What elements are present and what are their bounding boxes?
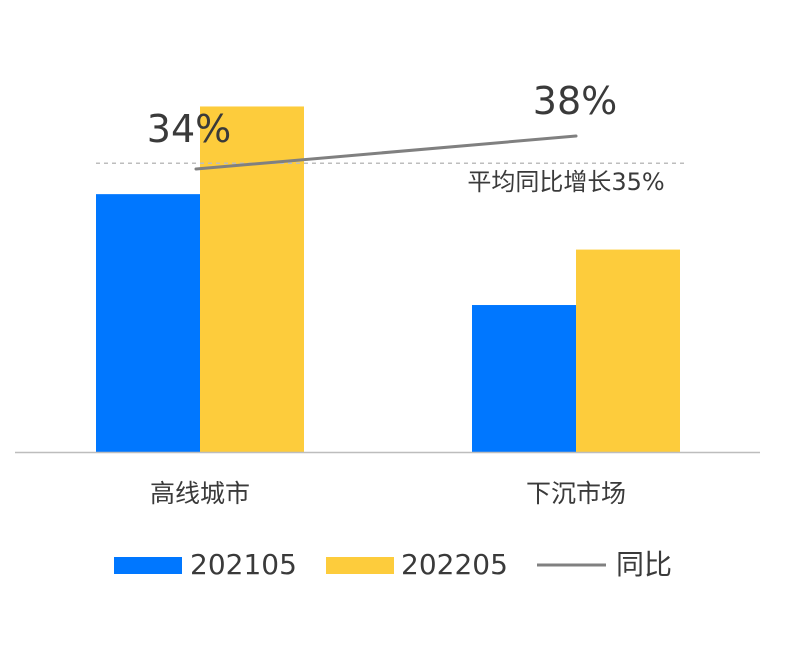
yoy-label-lower-tier: 38% xyxy=(533,79,617,123)
legend: 202105 202205 同比 xyxy=(114,548,672,581)
bar-202105-high-tier xyxy=(96,194,200,452)
legend-label-202205: 202205 xyxy=(401,548,508,581)
category-label-lower-tier: 下沉市场 xyxy=(526,479,626,508)
average-reference-label: 平均同比增长35% xyxy=(467,168,664,196)
legend-label-202105: 202105 xyxy=(190,548,297,581)
yoy-label-high-tier: 34% xyxy=(147,107,231,151)
legend-label-yoy: 同比 xyxy=(616,548,672,581)
legend-swatch-202105 xyxy=(114,557,182,574)
bar-202205-lower-tier xyxy=(576,249,680,452)
bars-group xyxy=(96,106,680,452)
bar-202205-high-tier xyxy=(200,106,304,452)
category-label-high-tier: 高线城市 xyxy=(150,479,250,508)
legend-swatch-202205 xyxy=(326,557,394,574)
yoy-line xyxy=(194,134,578,171)
bar-202105-lower-tier xyxy=(472,305,576,452)
